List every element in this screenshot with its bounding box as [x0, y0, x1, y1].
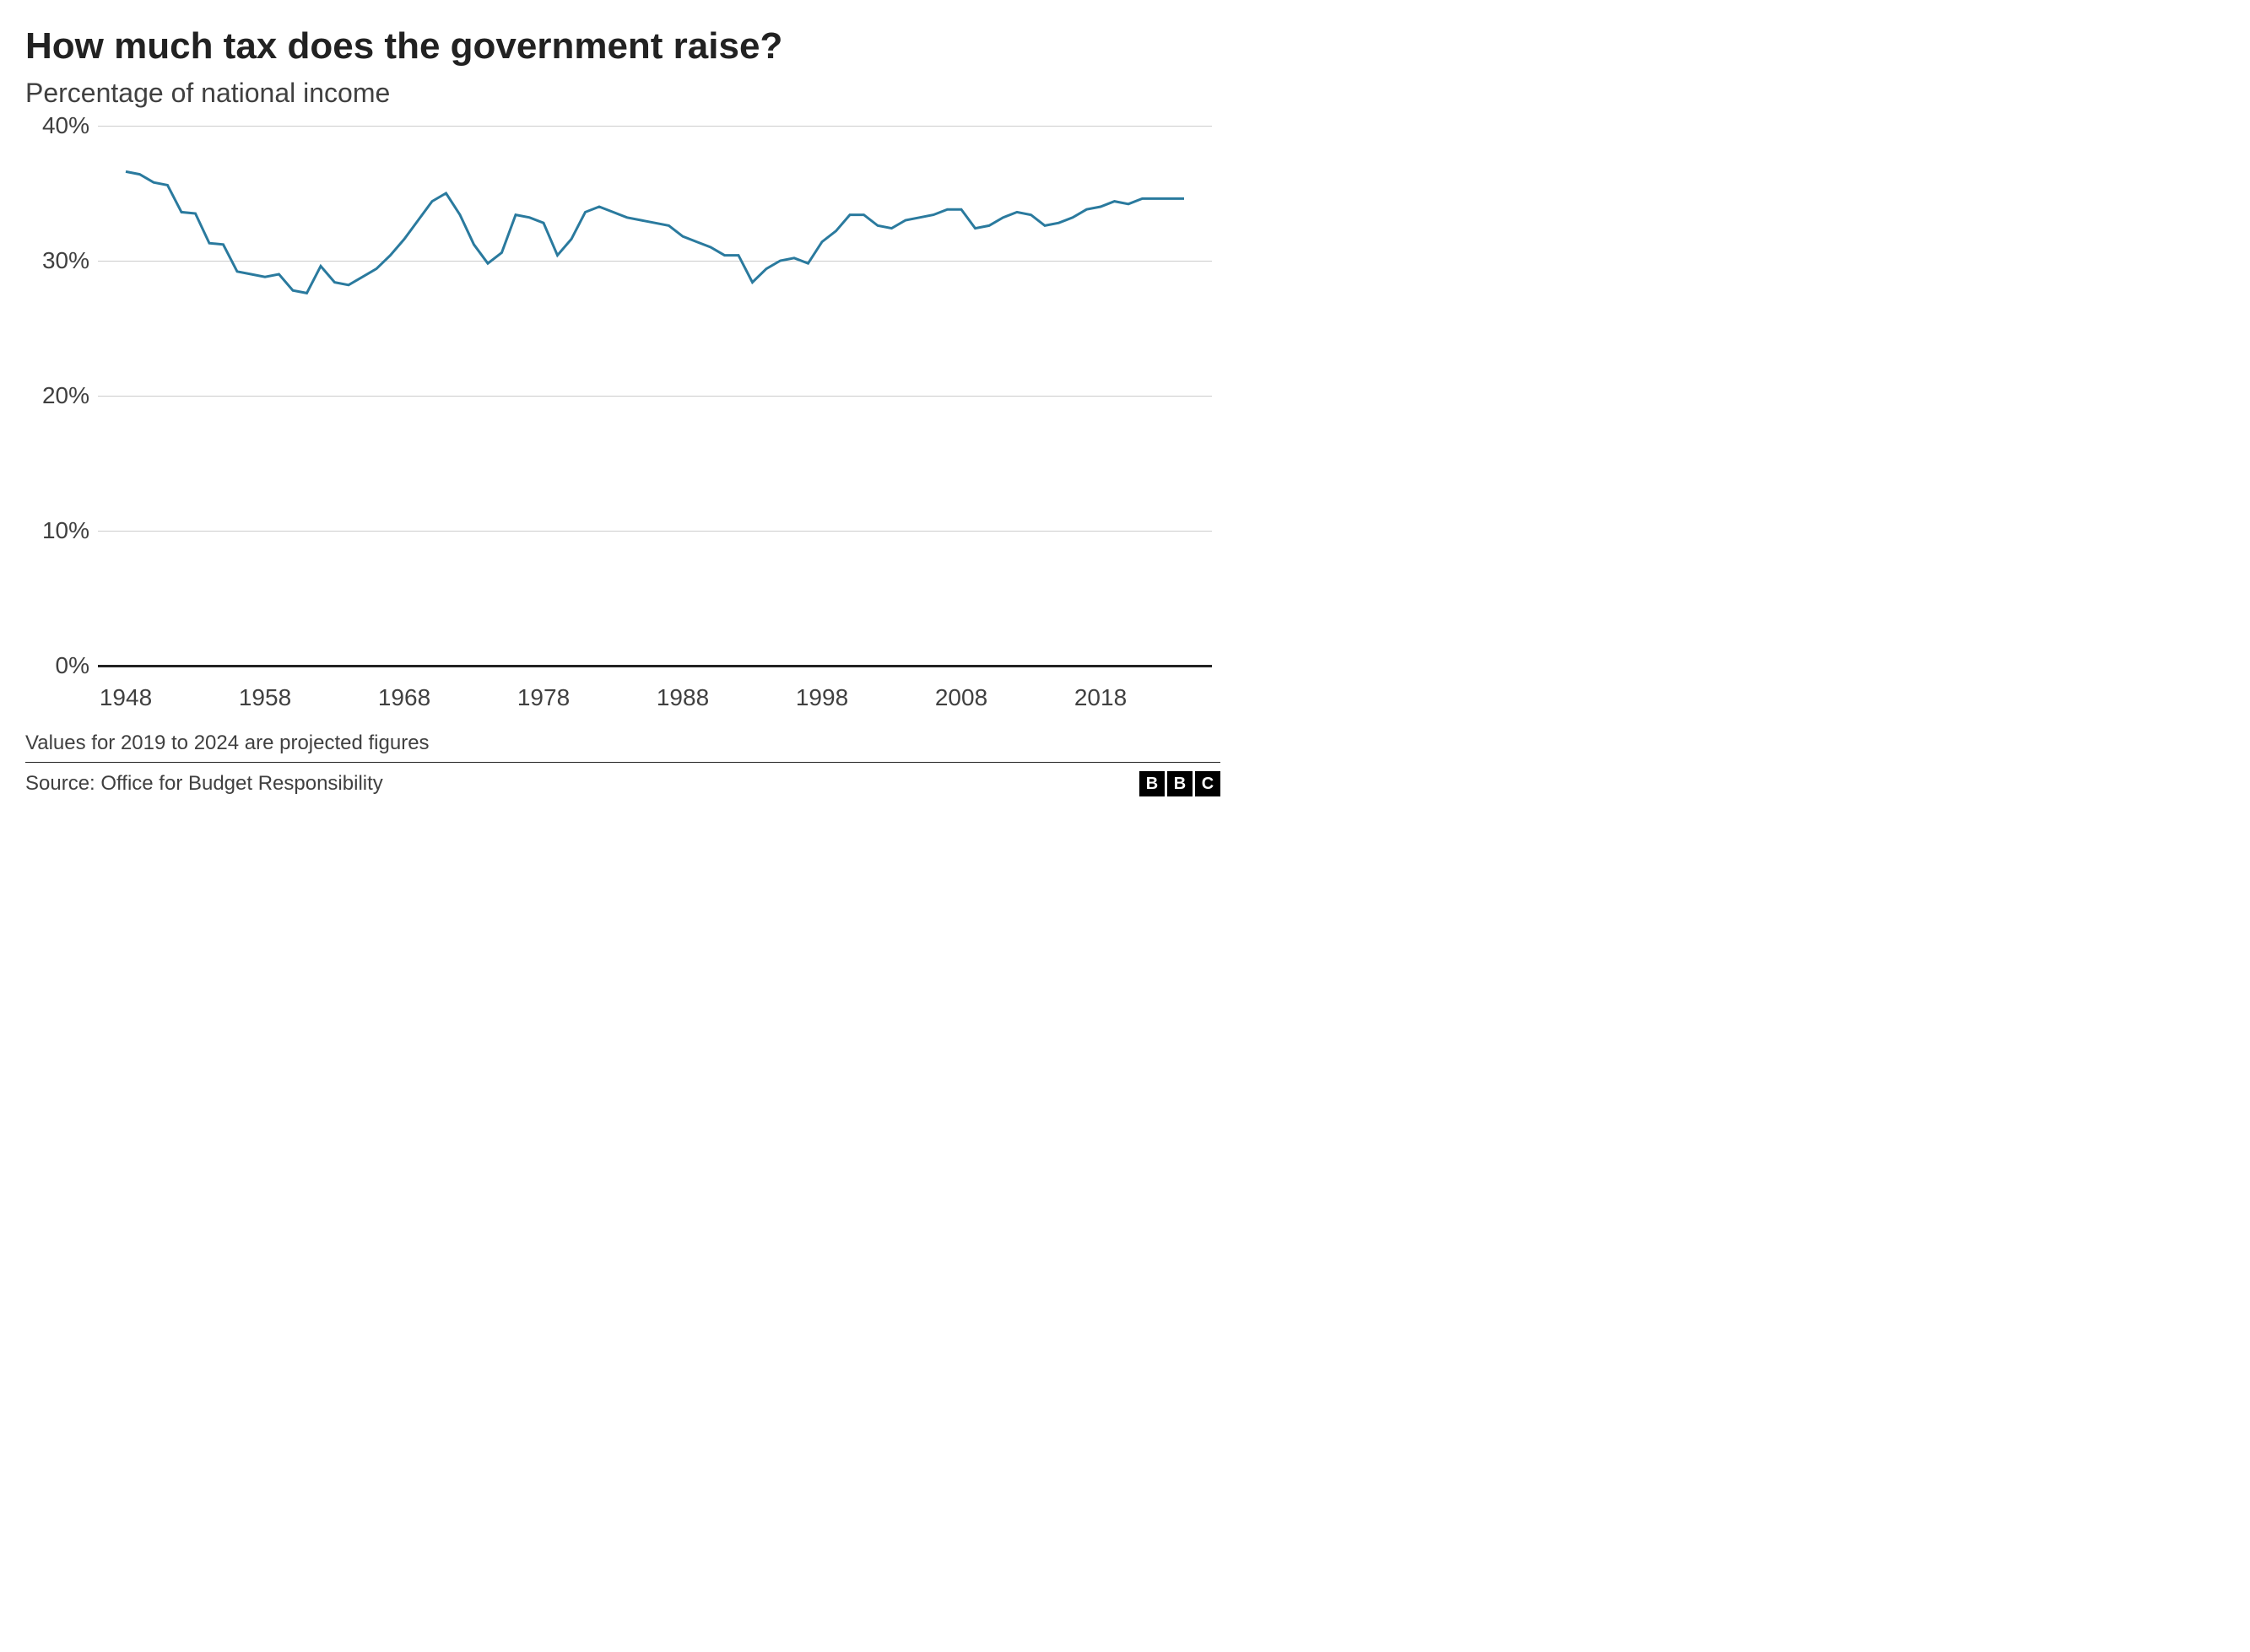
x-tick-label: 1978: [517, 684, 570, 711]
bbc-logo-letter: C: [1195, 771, 1220, 796]
bbc-logo-letter: B: [1167, 771, 1193, 796]
x-tick-label: 1998: [796, 684, 848, 711]
data-line: [126, 171, 1184, 293]
y-tick-label: 0%: [56, 652, 89, 679]
x-tick-label: 1948: [100, 684, 152, 711]
chart-footnote: Values for 2019 to 2024 are projected fi…: [25, 732, 1220, 755]
y-tick-label: 20%: [42, 382, 89, 409]
chart-container: How much tax does the government raise? …: [0, 0, 1246, 813]
y-tick-label: 10%: [42, 517, 89, 544]
source-text: Source: Office for Budget Responsibility: [25, 772, 383, 796]
divider: [25, 762, 1220, 763]
source-row: Source: Office for Budget Responsibility…: [25, 771, 1220, 796]
x-tick-label: 2008: [935, 684, 987, 711]
x-axis-labels: 1948 1958 1968 1978 1988 1998 2008 2018: [98, 674, 1212, 716]
x-tick-label: 1968: [378, 684, 430, 711]
chart-area: 0%10%20%30%40% 1948195819681978198819982…: [25, 126, 1220, 716]
x-tick-label: 1988: [657, 684, 709, 711]
x-tick-label: 1958: [239, 684, 291, 711]
line-series: [98, 126, 1212, 666]
chart-subtitle: Percentage of national income: [25, 78, 1220, 109]
x-tick-label: 2018: [1074, 684, 1127, 711]
y-tick-label: 40%: [42, 112, 89, 139]
y-axis-labels: 0%10%20%30%40%: [25, 126, 98, 716]
y-tick-label: 30%: [42, 247, 89, 274]
plot-area: [98, 126, 1212, 666]
bbc-logo-letter: B: [1139, 771, 1165, 796]
chart-title: How much tax does the government raise?: [25, 25, 1220, 67]
bbc-logo: BBC: [1139, 771, 1220, 796]
